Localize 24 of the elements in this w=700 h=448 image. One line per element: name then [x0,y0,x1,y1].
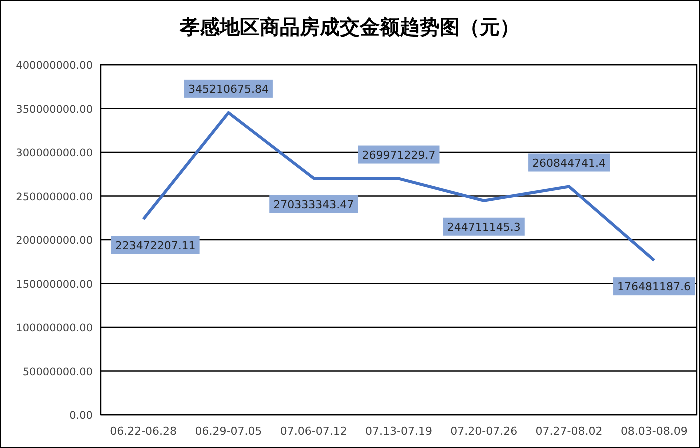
y-tick-label: 200000000.00 [16,235,93,247]
y-tick-label: 250000000.00 [16,191,93,204]
y-tick-label: 0.00 [70,410,93,422]
y-tick-label: 400000000.00 [16,60,93,72]
x-tick-label: 08.03-08.09 [620,425,688,438]
y-tick-label: 150000000.00 [16,278,93,291]
data-label: 270333343.47 [274,198,354,212]
data-label: 260844741.4 [532,156,606,170]
chart-title: 孝感地区商品房成交金额趋势图（元） [179,16,520,39]
x-tick-label: 06.29-07.05 [195,425,262,438]
y-tick-label: 350000000.00 [16,104,93,116]
x-tick-label: 07.27-08.02 [536,425,603,438]
x-tick-label: 07.13-07.19 [366,425,432,438]
x-tick-label: 07.20-07.26 [450,425,518,438]
x-tick-label: 06.22-06.28 [110,425,178,438]
y-tick-label: 100000000.00 [16,322,93,334]
data-label: 269971229.7 [362,148,436,162]
y-tick-label: 50000000.00 [22,366,93,378]
data-label: 345210675.84 [188,82,269,96]
x-tick-label: 07.06-07.12 [280,425,348,438]
y-tick-label: 300000000.00 [16,148,93,160]
data-label: 244711145.3 [447,220,521,234]
data-label: 223472207.11 [115,239,196,252]
data-label: 176481187.6 [618,280,691,294]
